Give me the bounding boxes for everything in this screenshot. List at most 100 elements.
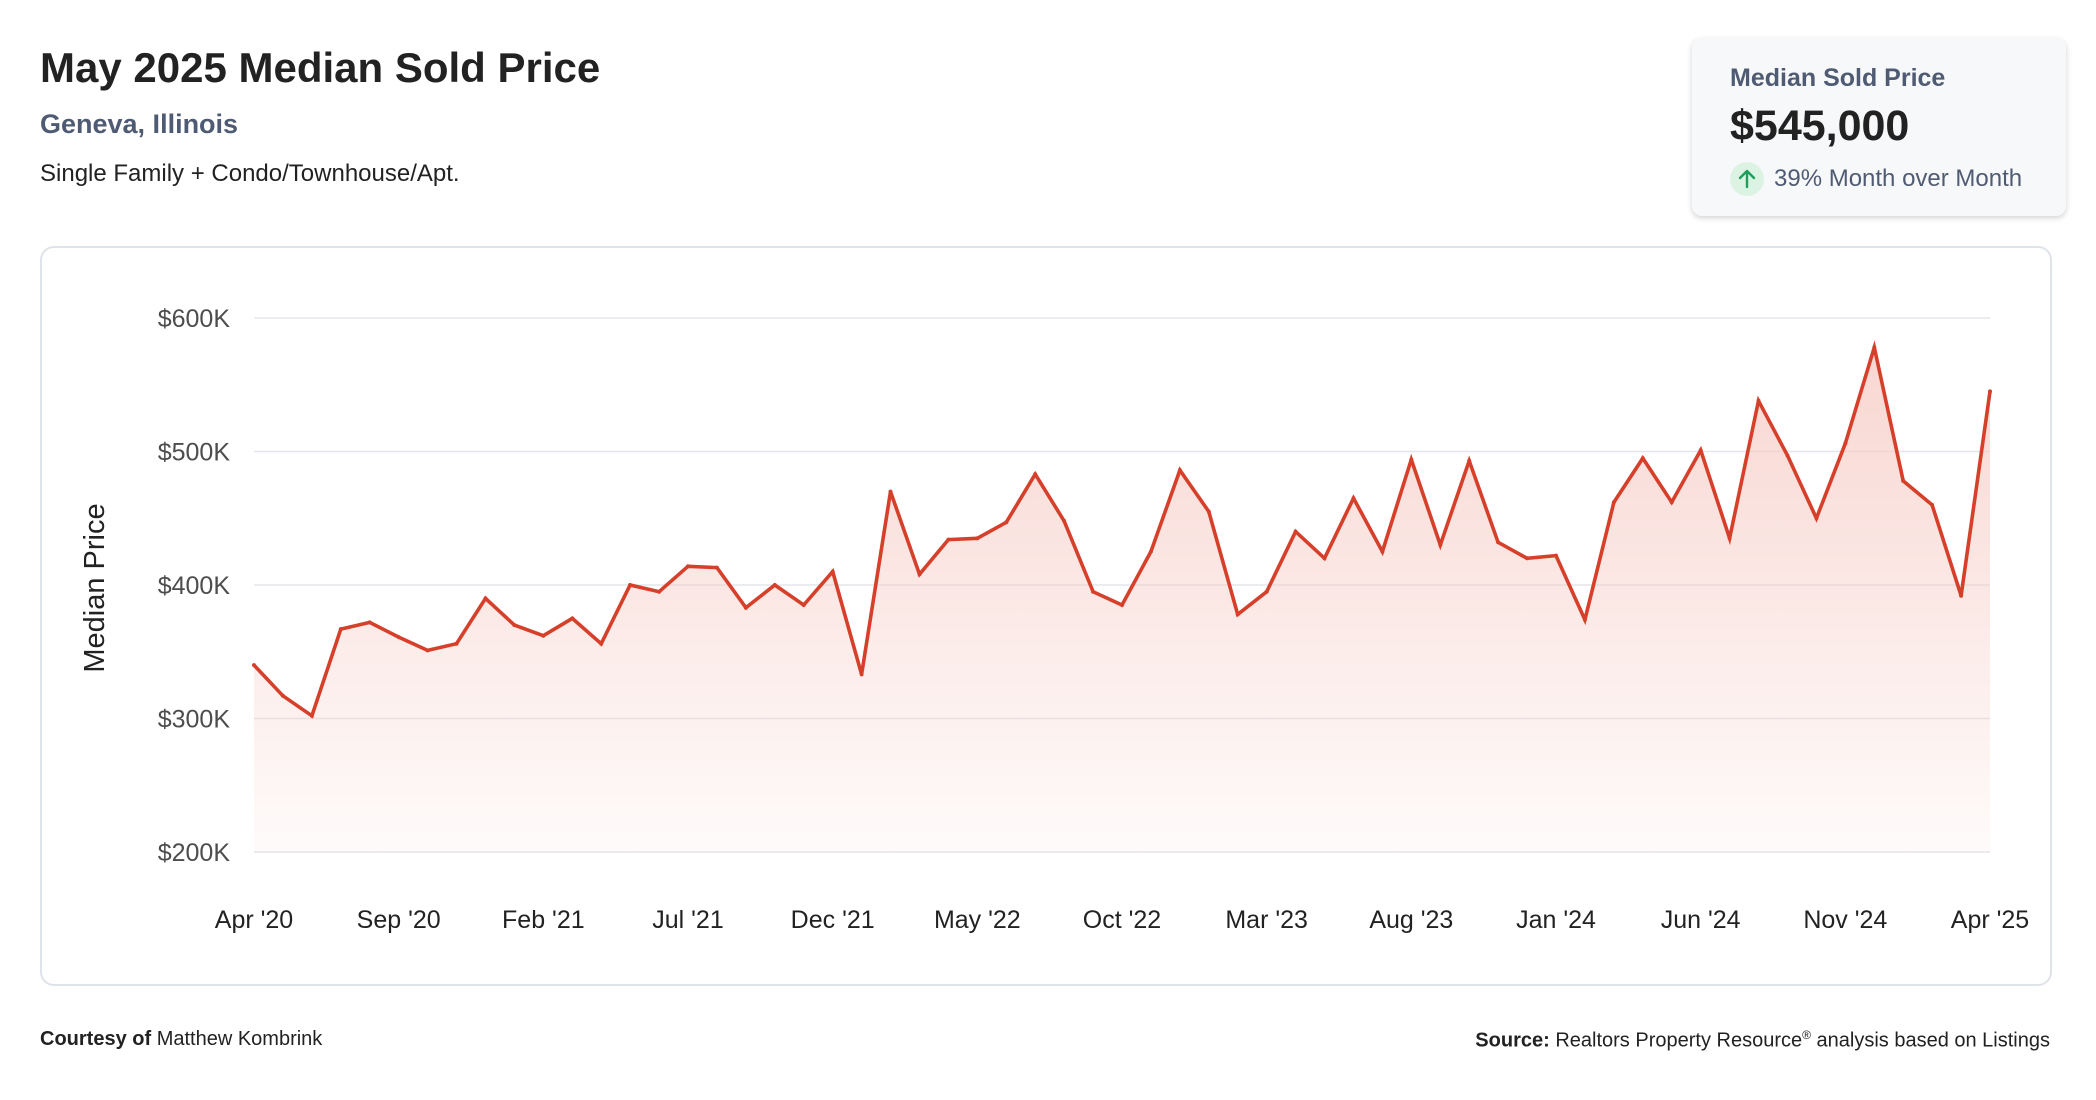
data-point: [252, 663, 256, 668]
data-point: [1148, 549, 1153, 554]
median-price-chart: $200K $300K $400K $500K $600K Apr '20 Sep '20…: [79, 305, 2029, 934]
summary-card-value: $545,000: [1730, 102, 1910, 150]
data-point: [772, 583, 777, 587]
data-point: [1438, 542, 1443, 547]
x-axis-labels: Apr '20 Sep '20 Feb '21 Jul '21 Dec '21 May '…: [215, 906, 2029, 934]
data-point: [1698, 448, 1703, 453]
data-point: [1033, 472, 1038, 477]
summary-change-row: 39% Month over Month: [1730, 162, 2022, 196]
data-point: [917, 572, 922, 577]
x-tick-label: Sep '20: [357, 906, 441, 934]
data-point: [1264, 589, 1269, 594]
courtesy-credit: Courtesy of Matthew Kombrink: [40, 1028, 322, 1051]
data-point: [541, 633, 546, 638]
chart-panel: $200K $300K $400K $500K $600K Apr '20 Sep '20…: [40, 246, 2052, 986]
data-point: [1091, 589, 1096, 594]
data-point: [483, 596, 488, 601]
source-credit: Source: Realtors Property Resource® anal…: [1475, 1028, 2050, 1053]
data-point: [367, 620, 372, 625]
data-point: [1177, 468, 1182, 473]
median-price-summary-card: Median Sold Price $545,000 39% Month ove…: [1692, 38, 2066, 216]
price-area-fill: [254, 347, 1990, 852]
x-tick-label: Oct '22: [1083, 906, 1161, 934]
x-tick-label: Apr '25: [1951, 906, 2029, 934]
data-point: [280, 693, 285, 698]
location-subtitle: Geneva, Illinois: [40, 109, 239, 139]
y-tick-label: $300K: [158, 706, 231, 734]
data-point: [686, 564, 690, 569]
data-point: [1843, 441, 1848, 446]
data-point: [1062, 518, 1067, 523]
source-name: Realtors Property Resource: [1555, 1029, 1803, 1052]
data-point: [1380, 549, 1385, 554]
y-tick-label: $600K: [158, 305, 231, 333]
x-tick-label: Jul '21: [652, 906, 723, 934]
x-tick-label: Nov '24: [1803, 906, 1887, 934]
data-point: [1235, 612, 1240, 617]
data-point: [1496, 540, 1501, 545]
data-point: [743, 605, 748, 610]
data-point: [309, 713, 314, 718]
data-point: [338, 627, 343, 632]
data-point: [1582, 617, 1587, 622]
data-point: [1640, 456, 1645, 461]
data-point: [1409, 457, 1414, 462]
x-tick-label: Feb '21: [502, 906, 585, 934]
data-point: [1814, 516, 1819, 521]
data-point: [830, 569, 835, 574]
data-point: [1554, 553, 1558, 558]
data-point: [975, 536, 980, 541]
data-point: [1901, 478, 1906, 483]
data-points: [252, 345, 1992, 718]
data-point: [1206, 509, 1211, 514]
x-tick-label: Apr '20: [215, 906, 293, 934]
x-tick-label: Jun '24: [1661, 906, 1741, 934]
source-suffix: analysis based on Listings: [1816, 1029, 2050, 1052]
courtesy-label: Courtesy of: [40, 1028, 152, 1050]
data-point: [859, 672, 864, 677]
data-point: [1525, 556, 1530, 561]
x-tick-label: Jan '24: [1516, 906, 1596, 934]
page-title: May 2025 Median Sold Price: [40, 44, 601, 91]
courtesy-name: Matthew Kombrink: [156, 1028, 323, 1050]
data-point: [512, 623, 517, 628]
data-point: [714, 565, 719, 570]
x-tick-label: Mar '23: [1225, 906, 1308, 934]
data-point: [1930, 502, 1935, 507]
data-point: [1351, 496, 1356, 501]
data-point: [599, 641, 604, 646]
y-tick-label: $500K: [158, 439, 231, 467]
data-point: [1785, 453, 1790, 458]
data-point: [1872, 345, 1877, 350]
arrow-up-icon: [1730, 162, 1764, 196]
data-point: [570, 616, 575, 621]
data-point: [801, 603, 806, 607]
data-point: [628, 583, 633, 587]
data-point: [1004, 520, 1009, 525]
data-point: [888, 489, 893, 494]
x-tick-label: Dec '21: [791, 906, 875, 934]
data-point: [1322, 556, 1327, 561]
data-point: [1727, 536, 1732, 541]
summary-card-label: Median Sold Price: [1730, 64, 1946, 92]
data-point: [425, 648, 430, 653]
data-point: [1988, 389, 1992, 394]
data-point: [1756, 398, 1761, 403]
x-tick-label: May '22: [934, 906, 1021, 934]
registered-mark: ®: [1802, 1028, 1811, 1042]
property-type-description: Single Family + Condo/Townhouse/Apt.: [40, 160, 460, 187]
data-point: [946, 537, 951, 542]
y-axis-title: Median Price: [79, 503, 111, 672]
x-tick-label: Aug '23: [1369, 906, 1453, 934]
data-point: [657, 589, 662, 594]
data-point: [1669, 500, 1674, 505]
data-point: [454, 641, 459, 646]
data-point: [1959, 593, 1964, 598]
y-axis-labels: $200K $300K $400K $500K $600K: [158, 305, 231, 867]
data-point: [396, 635, 401, 640]
data-point: [1120, 603, 1124, 607]
y-tick-label: $200K: [158, 839, 231, 867]
data-point: [1467, 458, 1472, 463]
data-point: [1611, 500, 1616, 505]
data-point: [1293, 529, 1298, 534]
